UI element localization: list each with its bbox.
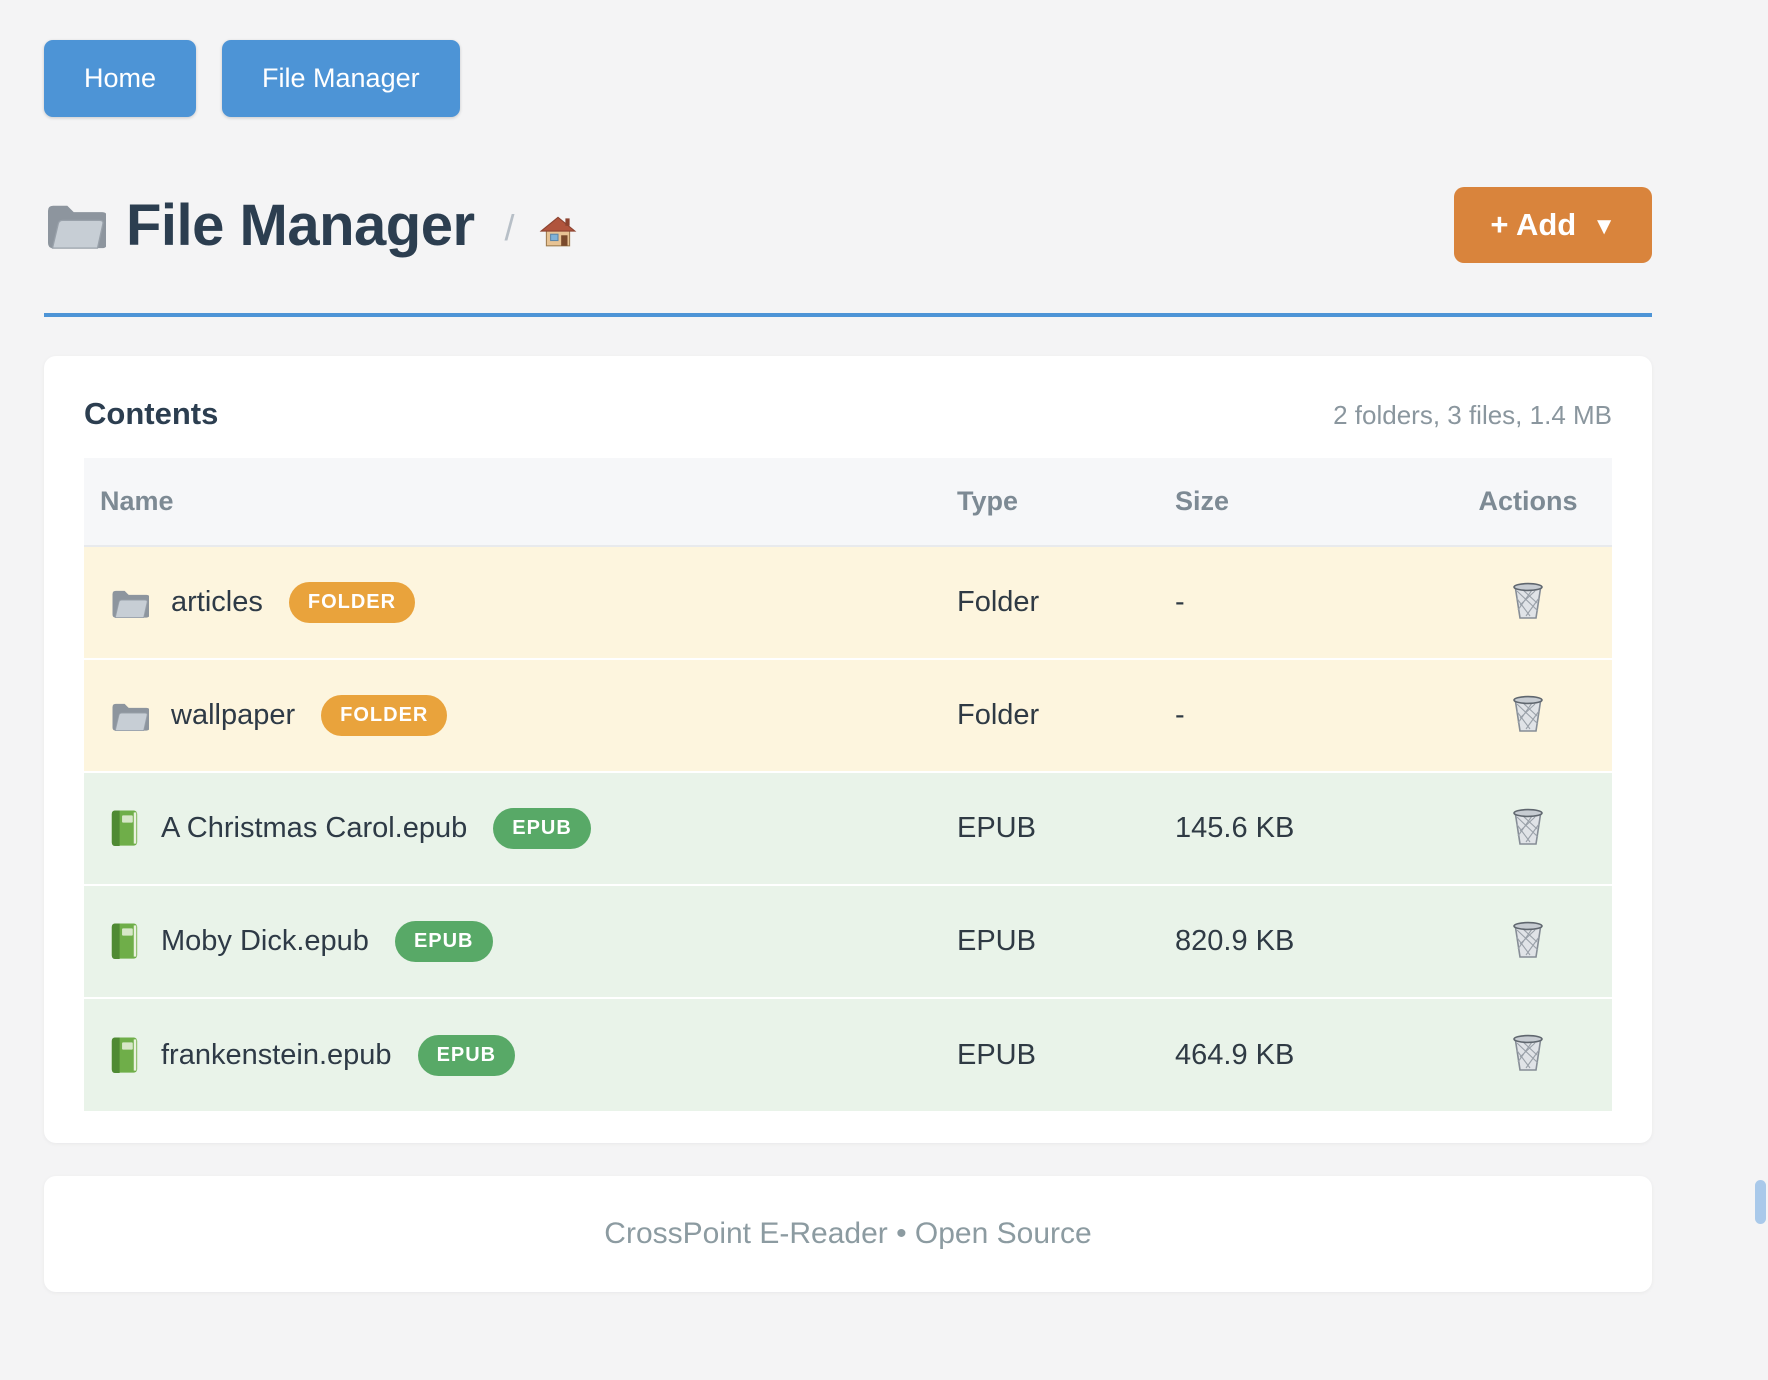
page-title: File Manager [126,192,475,258]
column-header-actions: Actions [1444,458,1612,547]
add-button-label: + Add [1490,207,1577,242]
file-size: 145.6 KB [1159,771,1444,885]
delete-button[interactable] [1503,916,1553,964]
file-type: Folder [941,658,1159,772]
file-type: Folder [941,546,1159,659]
trash-icon [1511,920,1545,960]
contents-heading: Contents [84,396,219,431]
nav-home-button[interactable]: Home [44,40,197,117]
trash-icon [1511,1033,1545,1073]
footer-card: CrossPoint E-Reader • Open Source [44,1176,1652,1292]
trash-icon [1511,807,1545,847]
file-table: Name Type Size Actions articles FOLDER [84,458,1612,1111]
folder-icon [44,198,106,252]
scrollbar-thumb[interactable] [1755,1180,1766,1224]
table-header-row: Name Type Size Actions [84,458,1612,547]
file-size: - [1159,658,1444,772]
trash-icon [1511,694,1545,734]
file-size: - [1159,546,1444,659]
file-name[interactable]: frankenstein.epub [161,1038,392,1071]
table-row-moby-dick[interactable]: Moby Dick.epub EPUB EPUB 820.9 KB [84,884,1612,998]
trash-icon [1511,581,1545,621]
chevron-down-icon: ▼ [1592,212,1616,240]
column-header-type: Type [941,458,1159,547]
top-nav: Home File Manager [44,0,1652,117]
book-icon [110,922,139,961]
delete-button[interactable] [1503,577,1553,625]
file-name[interactable]: Moby Dick.epub [161,925,369,957]
title-underline [44,313,1652,317]
file-type: EPUB [941,771,1159,885]
add-button[interactable]: + Add ▼ [1454,187,1652,263]
table-row-wallpaper[interactable]: wallpaper FOLDER Folder - [84,658,1612,772]
file-type: EPUB [941,997,1159,1111]
footer-text: CrossPoint E-Reader • Open Source [604,1217,1092,1250]
contents-summary: 2 folders, 3 files, 1.4 MB [1333,400,1612,430]
file-size: 464.9 KB [1159,997,1444,1111]
book-icon [110,809,139,848]
delete-button[interactable] [1503,690,1553,738]
file-name[interactable]: wallpaper [171,699,296,731]
column-header-size: Size [1159,458,1444,547]
file-type: EPUB [941,884,1159,998]
epub-badge: EPUB [394,921,493,962]
contents-card-header: Contents 2 folders, 3 files, 1.4 MB [84,396,1612,432]
epub-badge: EPUB [417,1034,516,1076]
file-size: 820.9 KB [1159,884,1444,998]
nav-file-manager-button[interactable]: File Manager [222,40,460,117]
table-row-christmas-carol[interactable]: A Christmas Carol.epub EPUB EPUB 145.6 K… [84,771,1612,885]
breadcrumb-separator: / [504,207,515,248]
folder-icon [110,586,149,620]
delete-button[interactable] [1503,803,1553,851]
table-row-frankenstein[interactable]: frankenstein.epub EPUB EPUB 464.9 KB [84,997,1612,1111]
folder-badge: FOLDER [321,695,448,736]
book-icon [110,1036,139,1075]
column-header-name: Name [84,458,941,547]
page-header: File Manager / + Add ▼ [44,187,1652,263]
page: Home File Manager File Manager / + Add ▼… [44,0,1652,1292]
folder-badge: FOLDER [288,582,416,623]
title-group: File Manager / [44,192,577,259]
epub-badge: EPUB [493,808,591,849]
file-name[interactable]: A Christmas Carol.epub [161,812,468,844]
folder-icon [110,699,149,733]
table-row-articles[interactable]: articles FOLDER Folder - [84,546,1612,659]
home-icon[interactable] [539,213,577,247]
contents-card: Contents 2 folders, 3 files, 1.4 MB Name… [44,356,1652,1143]
file-name[interactable]: articles [171,586,263,618]
delete-button[interactable] [1503,1029,1553,1077]
